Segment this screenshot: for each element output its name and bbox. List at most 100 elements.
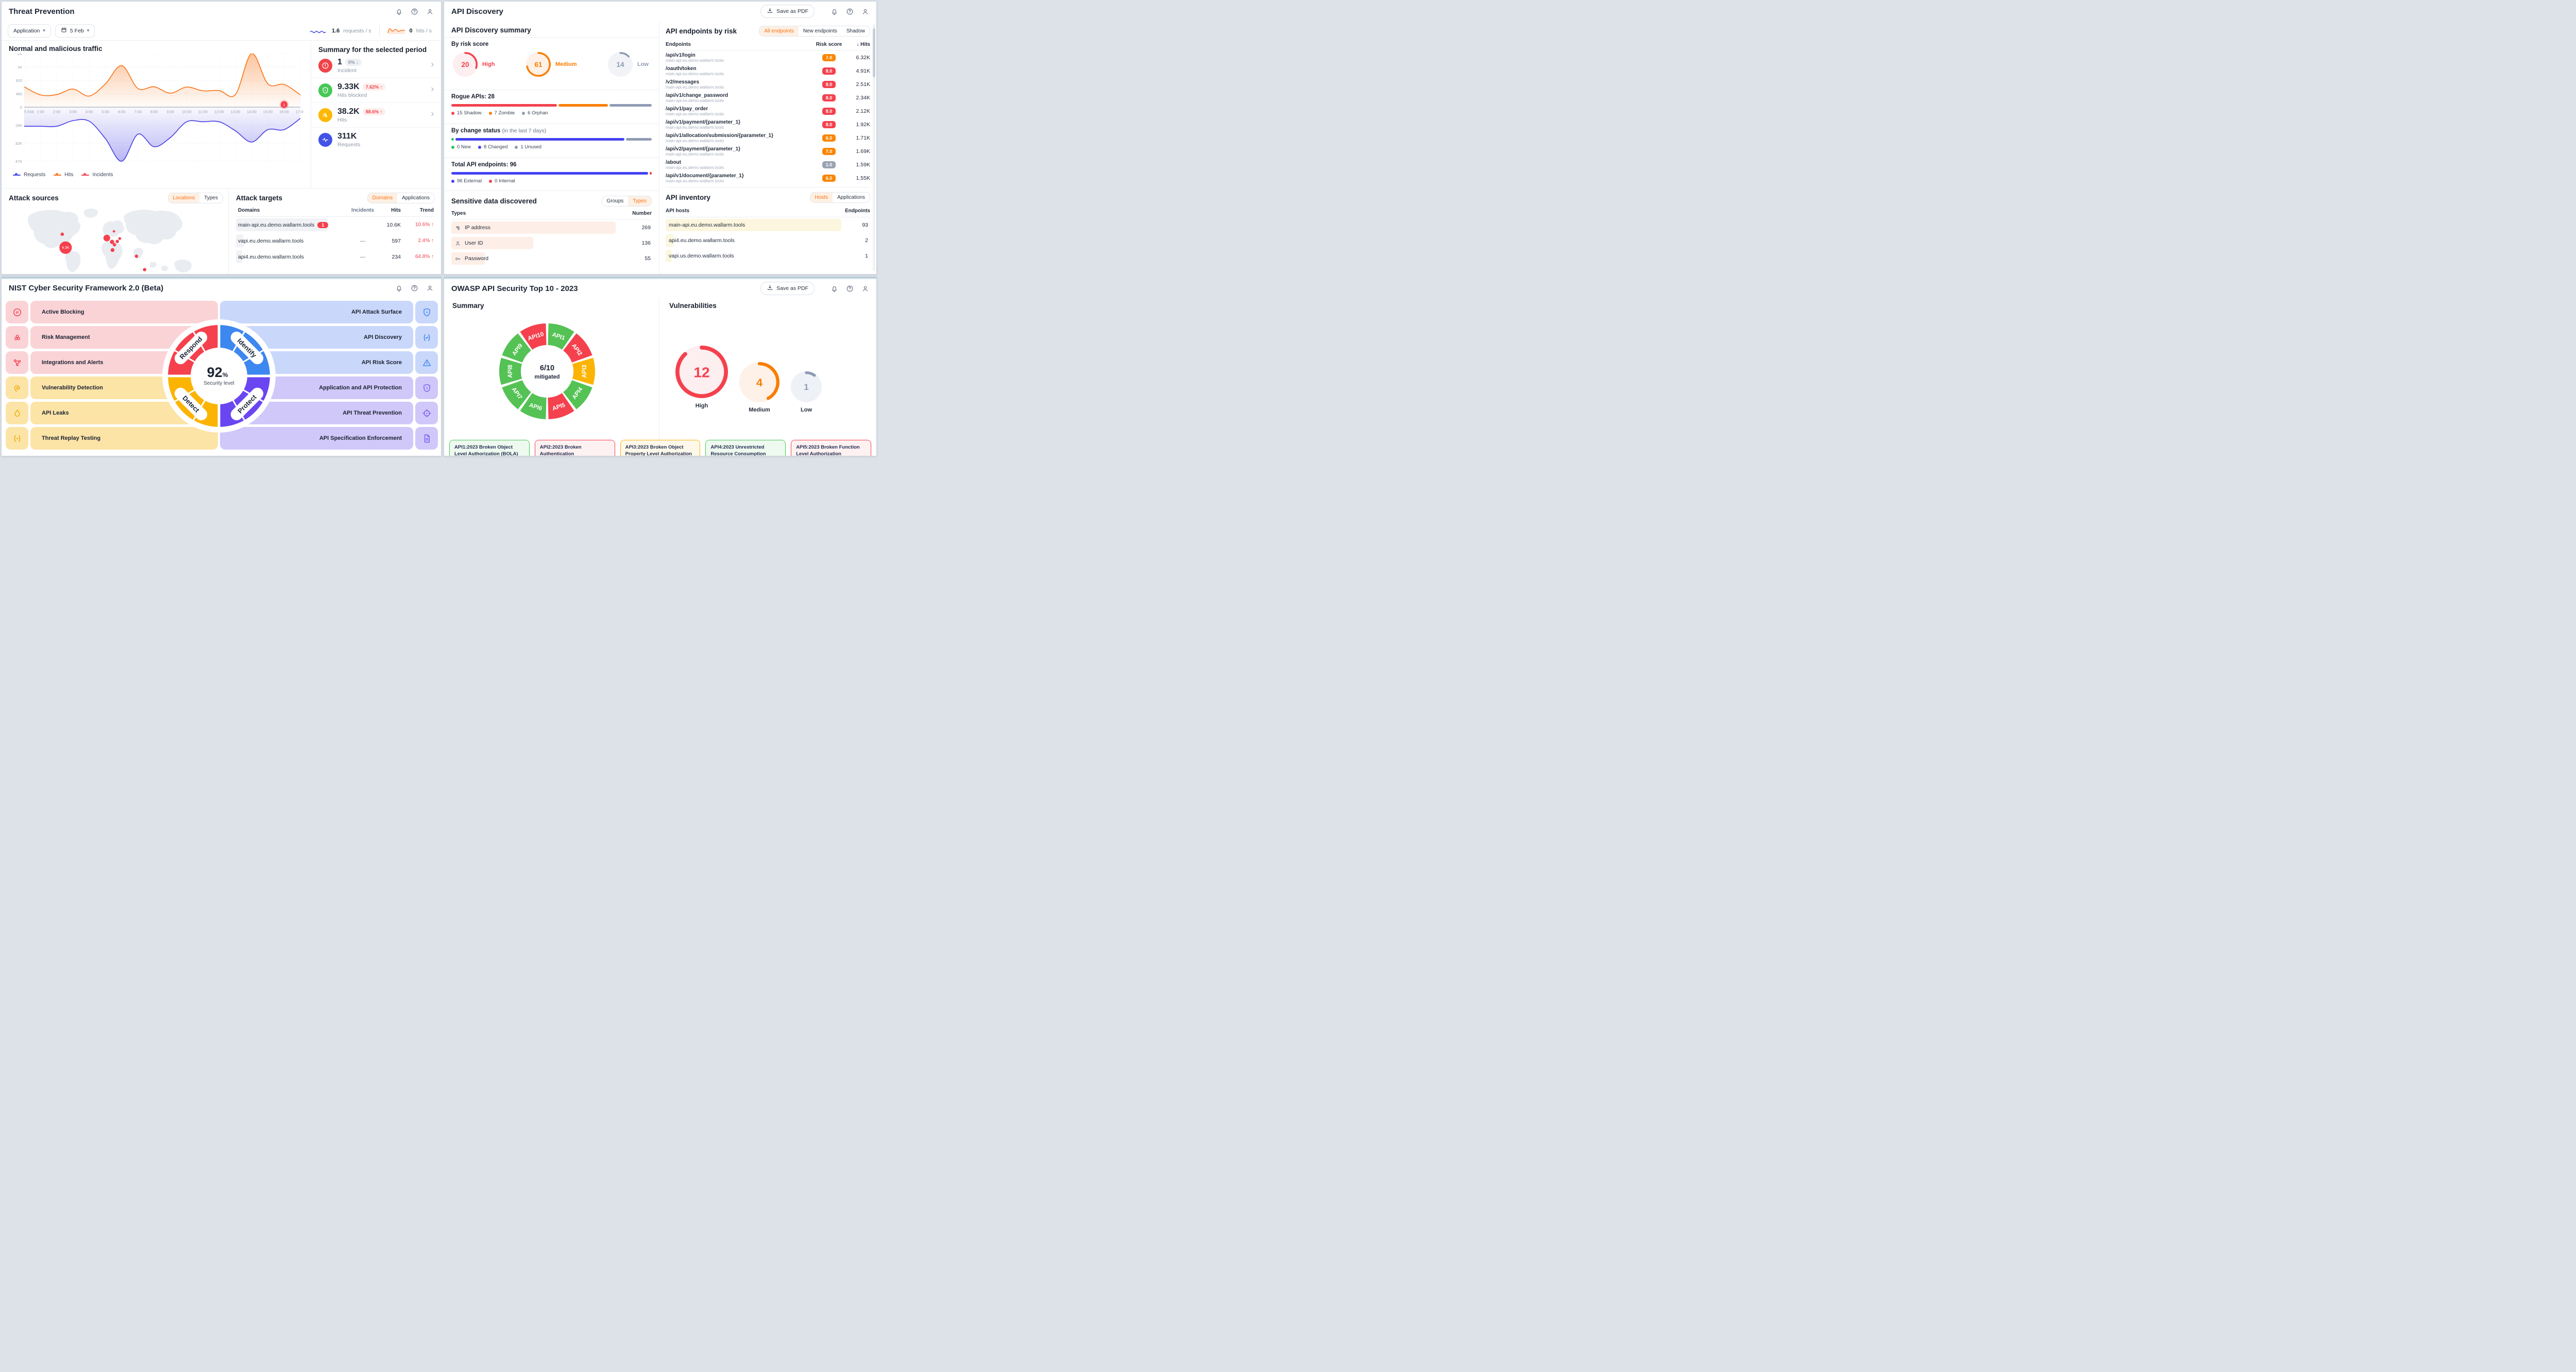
nist-item-label: Active Blocking (30, 301, 218, 323)
sensitive-row-password[interactable]: Password 55 (451, 251, 652, 266)
risk-score-badge: 7.0 (822, 148, 836, 155)
attack-target-row[interactable]: api4.eu.demo.wallarm.tools — 234 64.8% ↑ (236, 249, 435, 265)
summary-label: Hits (337, 117, 347, 123)
tab-applications[interactable]: Applications (833, 193, 870, 202)
sensitive-row-user-id[interactable]: User ID 136 (451, 235, 652, 251)
legend-incidents[interactable]: Incidents (81, 172, 113, 178)
endpoint-row[interactable]: /api/v1/change_password main-api.eu.demo.… (666, 91, 870, 105)
user-menu-button[interactable] (426, 8, 434, 15)
nist-item-api-specification-enforcement[interactable]: API Specification Enforcement (220, 427, 438, 450)
summary-item-requests[interactable]: 311K Requests (311, 128, 441, 152)
target-incidents: — (360, 253, 366, 260)
owasp-card[interactable]: API2:2023 Broken AuthenticationSecurity … (534, 440, 615, 456)
owasp-card[interactable]: API1:2023 Broken Object Level Authorizat… (449, 440, 530, 456)
endpoint-hits: 2.51K (856, 81, 870, 88)
nist-item-api-attack-surface[interactable]: API Attack Surface (220, 301, 438, 323)
scrollbar[interactable] (873, 24, 875, 271)
summary-item-incident[interactable]: 1 0% ↓ Incident (311, 54, 441, 78)
attack-sources-map: 4.3K (28, 209, 192, 273)
endpoint-row[interactable]: /api/v2/payment/{parameter_1} main-api.eu… (666, 145, 870, 158)
application-filter[interactable]: Application ▾ (8, 24, 51, 38)
tab-new-endpoints[interactable]: New endpoints (798, 26, 842, 36)
date-filter[interactable]: 5 Feb ▾ (55, 24, 95, 38)
tab-types[interactable]: Types (199, 193, 223, 203)
summary-item-hits-blocked[interactable]: 9.33K 7.62% ↑ Hits blocked (311, 78, 441, 103)
shield-bolt-icon (415, 376, 438, 399)
hits-sparkline-icon (387, 28, 405, 34)
inventory-row[interactable]: vapi.us.demo.wallarm.tools 1 (666, 248, 870, 264)
svg-text:mitigated: mitigated (535, 374, 560, 380)
notifications-button[interactable] (831, 8, 838, 15)
owasp-card[interactable]: API4:2023 Unrestricted Resource Consumpt… (705, 440, 786, 456)
endpoint-host: main-api.eu.demo.wallarm.tools (666, 125, 724, 130)
summary-item-hits[interactable]: 38.2K 88.6% ↑ Hits (311, 103, 441, 128)
tab-domains[interactable]: Domains (367, 193, 398, 203)
pulse-icon (322, 138, 329, 142)
tab-applications[interactable]: Applications (397, 193, 434, 203)
endpoint-row[interactable]: /about main-api.eu.demo.wallarm.tools 1.0… (666, 158, 870, 172)
owasp-card[interactable]: API3:2023 Broken Object Property Level A… (620, 440, 701, 456)
nist-item-api-discovery[interactable]: API Discovery (220, 326, 438, 349)
tab-shadow[interactable]: Shadow (841, 26, 870, 36)
attack-target-row[interactable]: main-api.eu.demo.wallarm.tools 1 10.6K 10… (236, 217, 435, 233)
endpoint-host: main-api.eu.demo.wallarm.tools (666, 179, 724, 183)
help-button[interactable] (846, 285, 854, 293)
attack-target-row[interactable]: vapi.eu.demo.wallarm.tools — 597 2.4% ↑ (236, 233, 435, 249)
help-button[interactable] (411, 284, 418, 292)
inventory-row[interactable]: api4.eu.demo.wallarm.tools 2 (666, 233, 870, 248)
inventory-row[interactable]: main-api.eu.demo.wallarm.tools 93 (666, 217, 870, 233)
endpoint-hits: 2.34K (856, 95, 870, 101)
vuln-ring-label: High (695, 403, 708, 409)
help-button[interactable] (846, 8, 854, 15)
card-title: API5:2023 Broken Function Level Authoriz… (791, 440, 871, 456)
endpoints-bar (666, 234, 674, 247)
ip-icon: IP (6, 301, 28, 323)
help-button[interactable] (411, 8, 418, 15)
tab-all-endpoints[interactable]: All endpoints (759, 26, 799, 36)
code-play-icon (6, 427, 28, 450)
user-menu-button[interactable] (861, 8, 869, 15)
endpoint-row[interactable]: /api/v1/login main-api.eu.demo.wallarm.to… (666, 51, 870, 64)
endpoint-row[interactable]: /api/v1/pay_order main-api.eu.demo.wallar… (666, 105, 870, 118)
change-status-note: (in the last 7 days) (502, 128, 547, 134)
tab-hosts[interactable]: Hosts (810, 193, 833, 202)
tab-groups[interactable]: Groups (602, 196, 629, 206)
svg-text:16:00: 16:00 (279, 110, 289, 114)
notifications-button[interactable] (395, 284, 403, 292)
legend-requests[interactable]: Requests (13, 172, 45, 178)
endpoint-row[interactable]: /api/v1/allocation/submission/{parameter… (666, 131, 870, 145)
rogue-heading: Rogue APIs: 28 (451, 94, 495, 100)
traffic-chart[interactable]: 2K 1K 920 460 0 16K 32K 47K 5 Feb 1:00 2:00 3:00 4:0… (9, 52, 306, 168)
tab-locations[interactable]: Locations (168, 193, 200, 203)
endpoint-row[interactable]: /api/v1/document/{parameter_1} main-api.e… (666, 172, 870, 185)
notifications-button[interactable] (831, 285, 838, 293)
endpoint-path: /api/v1/allocation/submission/{parameter… (666, 133, 773, 139)
sensitive-row-ip-address[interactable]: IP address 269 (451, 220, 652, 235)
ring-chart: 61 (526, 52, 551, 77)
card-title: API3:2023 Broken Object Property Level A… (620, 440, 700, 456)
legend-hits[interactable]: Hits (54, 172, 73, 178)
svg-text:9:00: 9:00 (166, 110, 174, 114)
owasp-card[interactable]: API5:2023 Broken Function Level Authoriz… (791, 440, 871, 456)
scrollbar-thumb[interactable] (873, 28, 875, 77)
endpoint-row[interactable]: /oauth/token main-api.eu.demo.wallarm.too… (666, 64, 870, 78)
notifications-button[interactable] (395, 8, 403, 15)
arrows-icon (323, 113, 328, 117)
svg-text:1:00: 1:00 (37, 110, 44, 114)
sensitive-data-toggle: Groups Types (601, 196, 652, 207)
endpoint-host: main-api.eu.demo.wallarm.tools (666, 139, 724, 143)
summary-label: Incident (337, 67, 357, 74)
save-as-pdf-button[interactable]: Save as PDF (760, 282, 815, 295)
user-menu-button[interactable] (426, 284, 434, 292)
endpoint-row[interactable]: /api/v1/payment/{parameter_1} main-api.eu… (666, 118, 870, 131)
target-trend: 10.6% ↑ (415, 222, 434, 228)
nist-item-threat-replay-testing[interactable]: Threat Replay Testing (6, 427, 218, 450)
nist-item-active-blocking[interactable]: IP Active Blocking (6, 301, 218, 323)
save-as-pdf-button[interactable]: Save as PDF (760, 5, 815, 18)
user-menu-button[interactable] (861, 285, 869, 293)
svg-text:0: 0 (20, 105, 22, 110)
endpoint-path: /api/v1/login (666, 53, 696, 58)
endpoint-row[interactable]: /v2/messages main-api.eu.demo.wallarm.too… (666, 78, 870, 91)
tab-types[interactable]: Types (628, 196, 651, 206)
sensitive-data-heading: Sensitive data discovered (451, 197, 537, 205)
